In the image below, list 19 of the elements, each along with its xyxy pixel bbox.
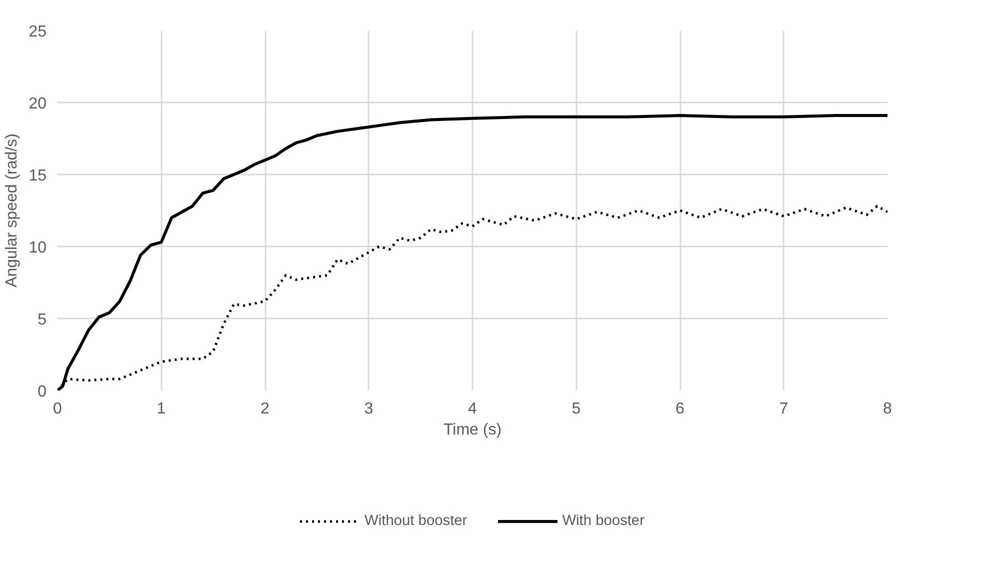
y-tick-label: 20 (28, 96, 47, 112)
x-tick-label: 4 (468, 400, 478, 418)
y-tick-label: 0 (38, 384, 47, 400)
legend-label: Without booster (364, 512, 468, 528)
x-tick-label: 8 (883, 400, 892, 418)
y-tick-label: 15 (28, 168, 47, 184)
x-tick-label: 2 (260, 400, 270, 418)
x-axis-title: Time (s) (443, 422, 502, 438)
y-tick-label: 5 (38, 312, 47, 328)
x-tick-label: 5 (572, 400, 581, 418)
x-tick-label: 1 (156, 400, 166, 418)
x-tick-label: 3 (364, 400, 374, 418)
y-axis-title: Angular speed (rad/s) (4, 134, 21, 288)
x-tick-label: 7 (779, 400, 788, 418)
y-tick-label: 25 (28, 24, 47, 40)
legend-label: With booster (562, 512, 644, 528)
x-tick-label: 0 (53, 400, 62, 418)
y-tick-label: 10 (28, 240, 47, 256)
x-tick-label: 6 (676, 400, 685, 418)
